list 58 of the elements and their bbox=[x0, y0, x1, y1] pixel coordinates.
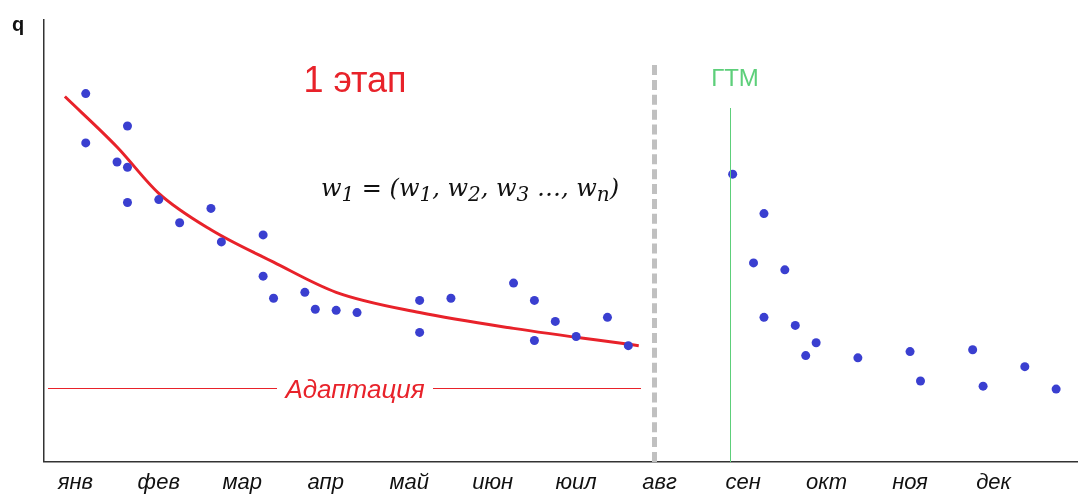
point bbox=[571, 331, 581, 341]
x-tick-label: мар bbox=[222, 468, 263, 494]
point bbox=[310, 304, 320, 314]
point bbox=[759, 209, 769, 219]
x-tick-label: фев bbox=[137, 468, 180, 494]
point bbox=[81, 138, 91, 148]
point bbox=[175, 218, 185, 228]
point bbox=[905, 347, 915, 357]
point bbox=[415, 327, 425, 337]
x-tick-label: сен bbox=[725, 468, 761, 494]
point bbox=[352, 308, 362, 318]
x-tick-label: окт bbox=[805, 468, 848, 494]
x-tick-label: янв bbox=[56, 468, 93, 494]
point bbox=[853, 353, 863, 363]
point bbox=[602, 312, 612, 322]
point bbox=[529, 295, 539, 305]
point bbox=[509, 278, 519, 288]
annotation: Адаптация bbox=[285, 374, 425, 404]
point bbox=[801, 351, 811, 361]
point bbox=[216, 237, 226, 247]
x-tick-label: май bbox=[389, 468, 429, 494]
point bbox=[529, 336, 539, 346]
point bbox=[258, 230, 268, 240]
point bbox=[1051, 384, 1061, 394]
x-tick-label: дек bbox=[976, 468, 1013, 494]
point bbox=[790, 320, 800, 330]
point bbox=[258, 271, 268, 281]
point bbox=[112, 157, 122, 167]
annotation: 1 этап bbox=[303, 59, 407, 100]
point bbox=[206, 203, 216, 213]
point bbox=[154, 195, 164, 205]
point bbox=[300, 287, 310, 297]
point bbox=[446, 293, 456, 303]
point bbox=[269, 293, 279, 303]
point bbox=[1020, 362, 1030, 372]
point bbox=[968, 345, 978, 355]
point bbox=[81, 89, 91, 99]
x-tick-label: ноя bbox=[892, 468, 929, 494]
x-tick-label: юил bbox=[555, 468, 597, 494]
point bbox=[749, 258, 759, 268]
point bbox=[415, 295, 425, 305]
text: ГТМ bbox=[711, 64, 759, 91]
x-tick-label: авг bbox=[642, 468, 678, 494]
point bbox=[780, 265, 790, 275]
point bbox=[811, 338, 821, 348]
point bbox=[978, 381, 988, 391]
point bbox=[759, 312, 769, 322]
point bbox=[122, 162, 132, 172]
point bbox=[331, 305, 341, 315]
x-tick-label: июн bbox=[472, 468, 514, 494]
text: w$_{1}$ = (w$_{1}$, w$_{2}$, w$_{3}$ …, w$_{n}$) bbox=[320, 173, 620, 207]
point bbox=[550, 316, 560, 326]
point bbox=[915, 376, 925, 386]
point bbox=[122, 198, 132, 208]
point bbox=[122, 121, 132, 131]
y-axis-title: q bbox=[11, 13, 25, 35]
point bbox=[623, 341, 633, 351]
x-tick-label: апр bbox=[307, 468, 344, 494]
